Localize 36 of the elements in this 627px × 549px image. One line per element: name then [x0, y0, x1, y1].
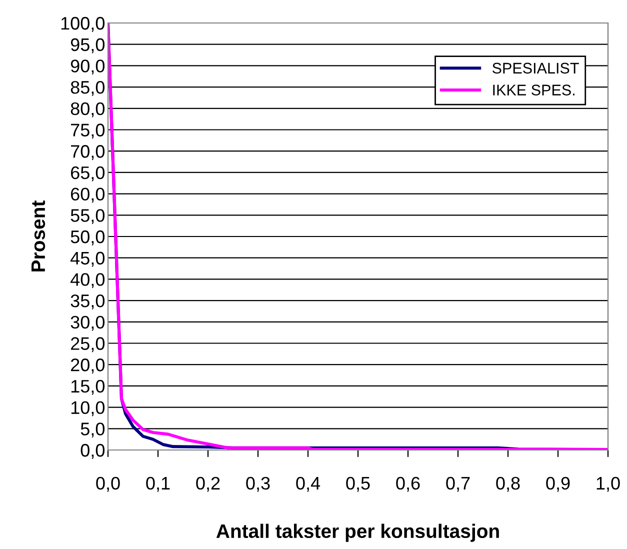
- y-tick-label: 35,0: [70, 294, 105, 310]
- y-tick-label: 10,0: [71, 401, 105, 416]
- y-tick-label: 15,0: [71, 380, 105, 395]
- y-tick-label: 95,0: [70, 38, 105, 54]
- y-tick-label: 45,0: [70, 252, 105, 267]
- y-tick-label: 50,0: [70, 230, 105, 246]
- y-tick-label: 70,0: [71, 145, 105, 160]
- y-tick-label: 40,0: [70, 273, 105, 288]
- y-tick-label: 85,0: [70, 80, 105, 96]
- legend-label: IKKE SPES.: [493, 84, 574, 96]
- y-tick-label: 90,0: [70, 60, 105, 75]
- x-tick-label: 0,8: [496, 476, 520, 492]
- y-tick-label: 30,0: [70, 316, 105, 331]
- x-tick-label: 0,1: [146, 476, 170, 492]
- y-tick-label: 60,0: [71, 188, 105, 203]
- y-tick-label: 55,0: [70, 209, 105, 224]
- y-tick-label: 20,0: [70, 358, 105, 374]
- x-tick-label: 0,3: [246, 476, 270, 492]
- y-tick-label: 0,0: [80, 444, 105, 459]
- x-axis-title: Antall takster per konsultasjon: [216, 524, 499, 542]
- y-axis-title: Prosent: [32, 200, 46, 272]
- x-tick-label: 0,2: [196, 476, 220, 492]
- y-tick-label: 25,0: [70, 337, 105, 352]
- x-tick-label: 1,0: [596, 476, 620, 492]
- x-tick-label: 0,0: [96, 476, 120, 492]
- y-tick-label: 100,0: [61, 16, 105, 32]
- y-tick-label: 5,0: [80, 422, 105, 438]
- y-tick-label: 75,0: [71, 124, 105, 139]
- x-tick-label: 0,6: [396, 476, 420, 492]
- x-tick-label: 0,5: [346, 476, 370, 492]
- y-tick-label: 80,0: [70, 102, 105, 118]
- x-tick-label: 0,4: [296, 476, 320, 492]
- x-tick-label: 0,9: [546, 476, 570, 492]
- x-tick-label: 0,7: [446, 476, 470, 492]
- legend-label: SPESIALIST: [492, 62, 579, 74]
- y-tick-label: 65,0: [71, 166, 105, 182]
